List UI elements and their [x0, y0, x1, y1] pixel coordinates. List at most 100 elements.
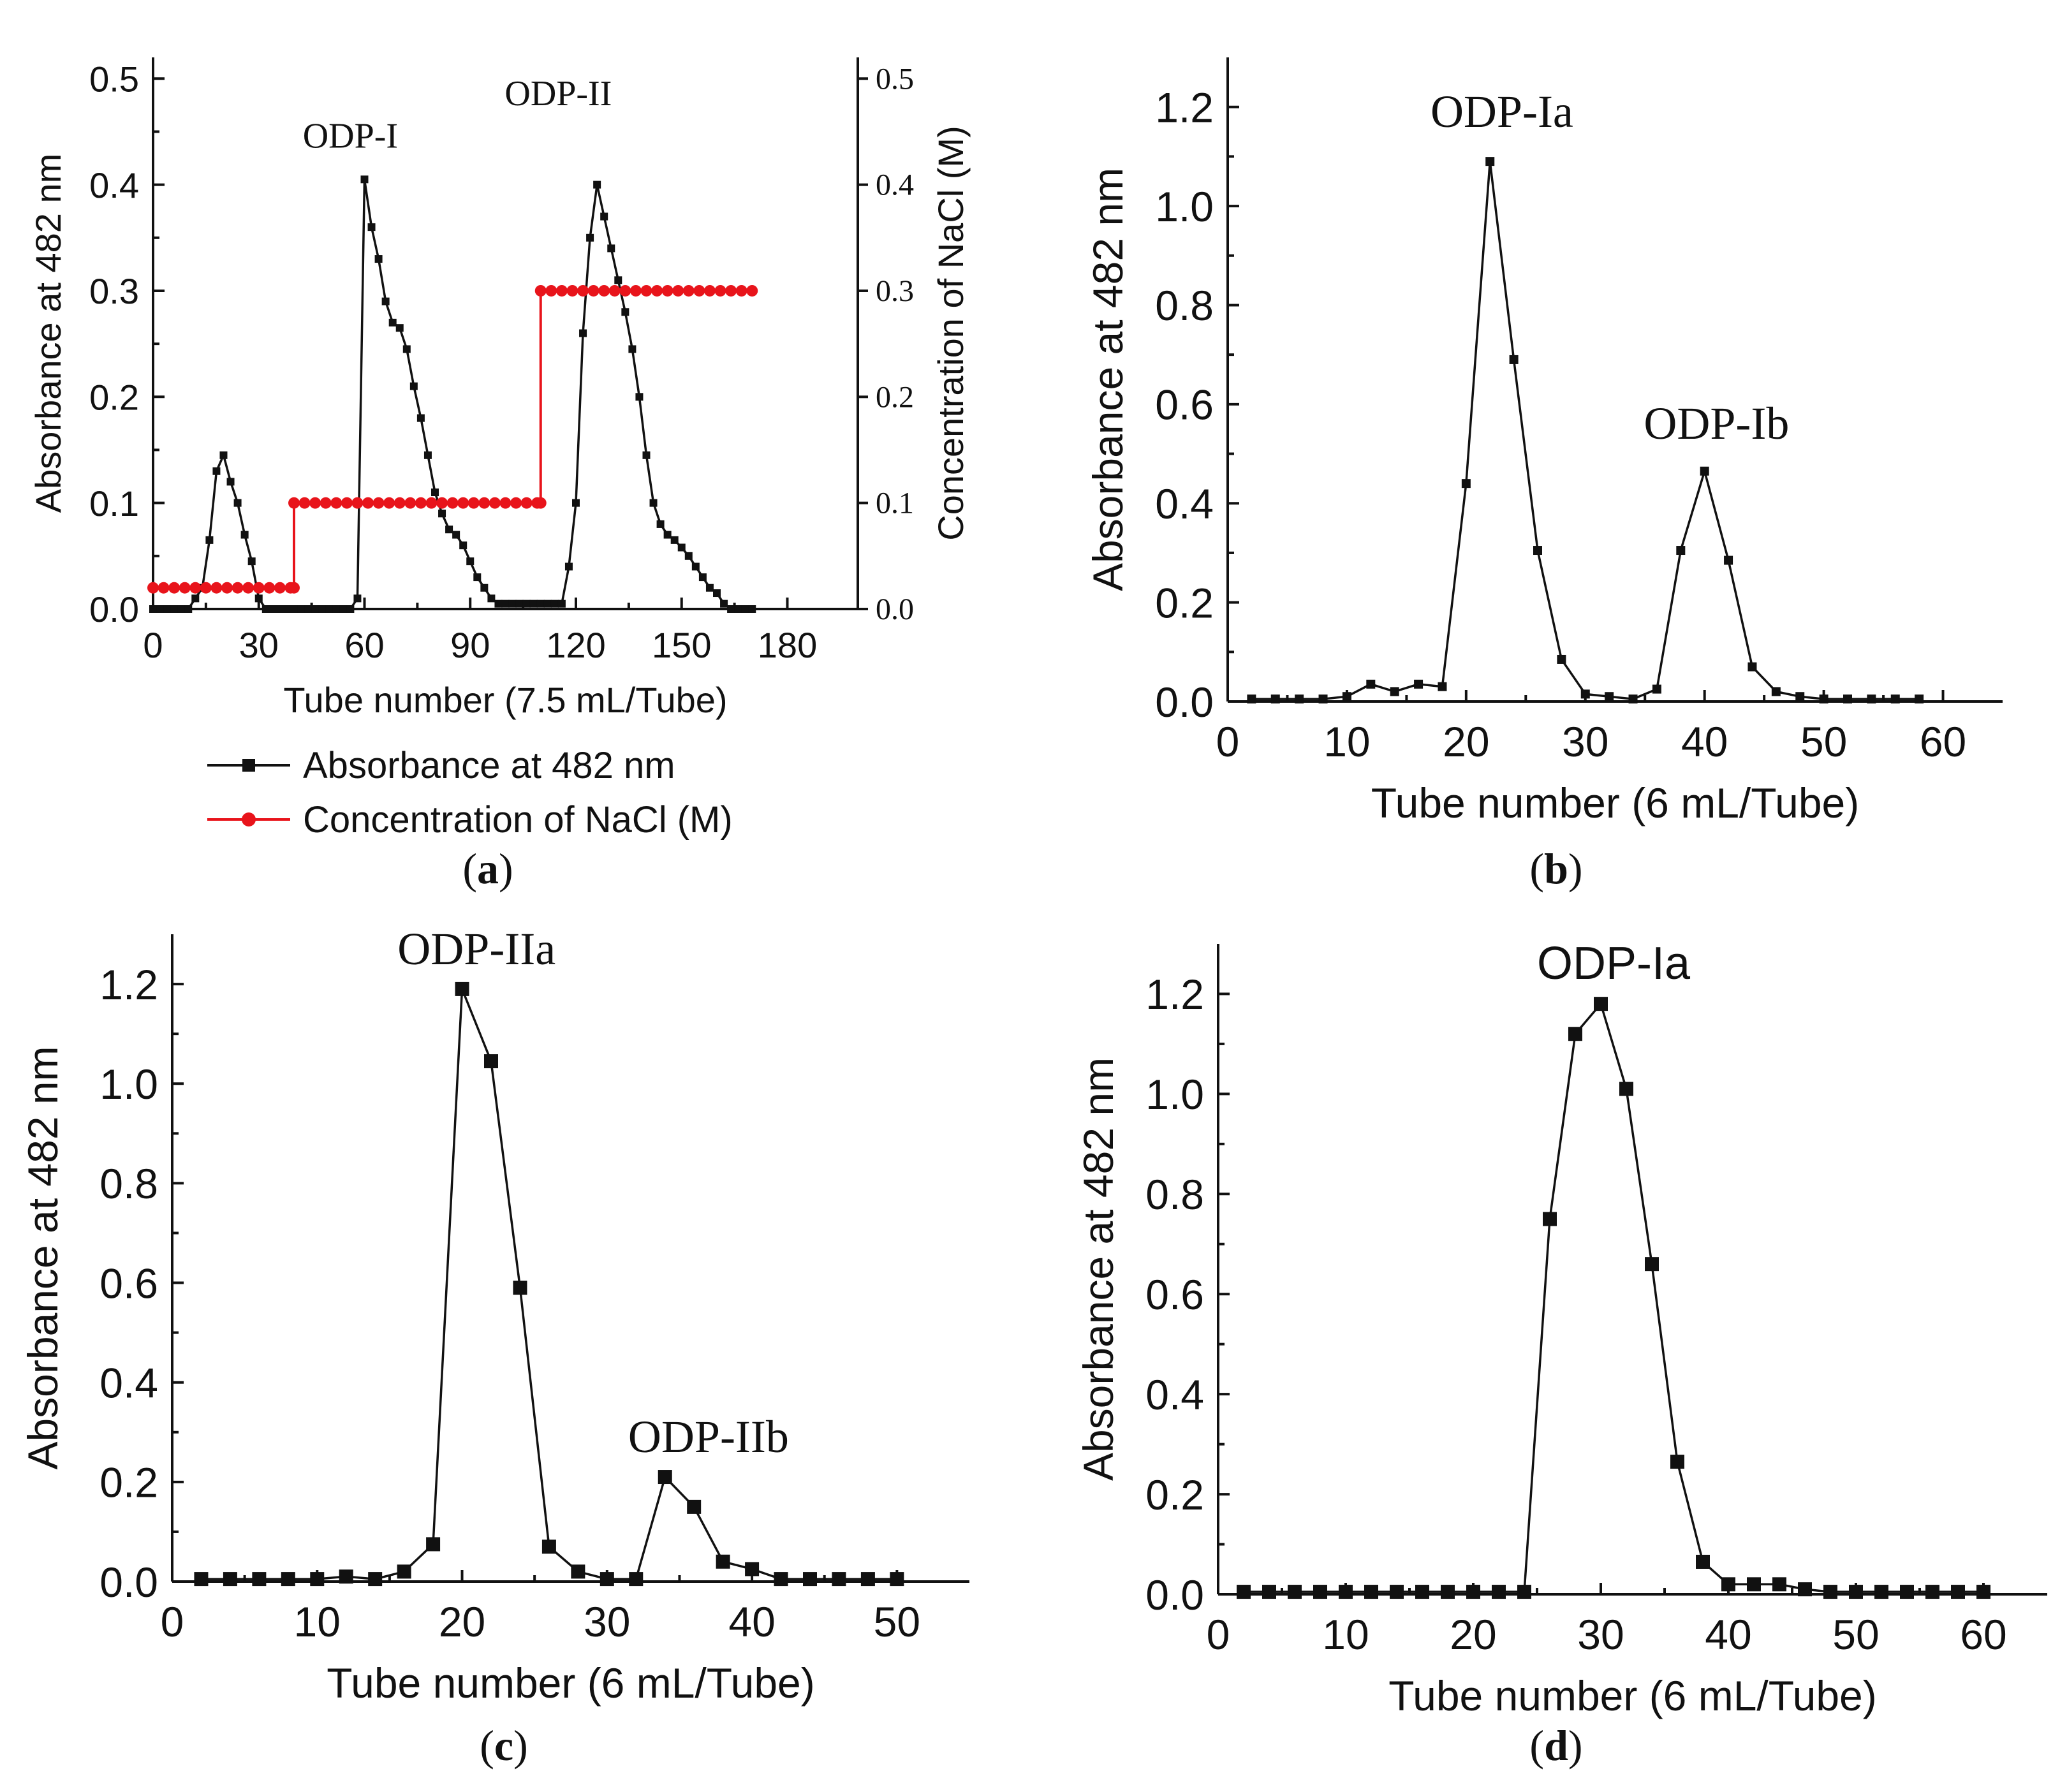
- absorbance-point: [332, 605, 341, 613]
- absorbance-point: [541, 1539, 556, 1554]
- absorbance-point: [1594, 997, 1608, 1011]
- absorbance-point: [1843, 694, 1852, 704]
- absorbance-point: [226, 478, 235, 486]
- absorbance-series-line: [1244, 1001, 1983, 1593]
- absorbance-point: [1492, 1585, 1506, 1599]
- absorbance-point: [557, 599, 566, 608]
- absorbance-point: [431, 488, 439, 497]
- absorbance-point: [803, 1572, 817, 1587]
- x-tick-label: 30: [584, 1598, 630, 1645]
- legend-marker-square: [242, 759, 255, 772]
- absorbance-point: [1628, 694, 1638, 704]
- absorbance-point: [487, 594, 496, 603]
- absorbance-point: [572, 499, 580, 507]
- y-axis-label: Absorbance at 482 nm: [1084, 168, 1131, 591]
- absorbance-point: [1342, 692, 1351, 701]
- absorbance-point: [426, 1537, 441, 1552]
- absorbance-point: [184, 605, 193, 613]
- absorbance-point: [1557, 654, 1566, 664]
- absorbance-point: [513, 1281, 527, 1295]
- absorbance-point: [600, 212, 608, 221]
- absorbance-point: [247, 557, 256, 566]
- peak-label: ODP-Ib: [1644, 398, 1789, 449]
- absorbance-point: [170, 605, 179, 613]
- absorbance-point: [459, 541, 467, 550]
- nacl-point: [253, 582, 265, 594]
- absorbance-point: [1605, 692, 1614, 701]
- y2-axis-label: Concentration of NaCl (M): [931, 126, 971, 540]
- absorbance-point: [1771, 687, 1781, 696]
- absorbance-point: [607, 244, 615, 253]
- nacl-point: [629, 284, 642, 297]
- y-axis-label: Absorbance at 482 nm: [28, 154, 68, 513]
- absorbance-point: [416, 414, 425, 422]
- y-tick-label: 0.4: [99, 1359, 158, 1406]
- nacl-point: [383, 497, 395, 509]
- nacl-point: [341, 497, 353, 509]
- peak-label: ODP-II: [504, 74, 612, 114]
- x-tick-label: 40: [1705, 1611, 1751, 1658]
- nacl-point: [499, 497, 511, 509]
- absorbance-point: [1652, 684, 1661, 694]
- nacl-series-line: [153, 289, 753, 589]
- nacl-point: [274, 582, 286, 594]
- x-tick-label: 20: [1443, 718, 1489, 765]
- absorbance-point: [480, 584, 489, 592]
- absorbance-point: [1237, 1585, 1251, 1599]
- absorbance-point: [455, 981, 469, 996]
- absorbance-point: [1543, 1212, 1557, 1226]
- absorbance-point: [579, 329, 587, 337]
- absorbance-point: [318, 605, 327, 613]
- absorbance-point: [368, 1572, 383, 1587]
- y-tick-label: 0.2: [89, 377, 139, 417]
- y2-tick-label: 0.5: [876, 62, 914, 96]
- absorbance-point: [1438, 682, 1447, 691]
- absorbance-point: [774, 1572, 788, 1587]
- nacl-point: [608, 284, 621, 297]
- absorbance-point: [1318, 694, 1328, 704]
- absorbance-point: [484, 1054, 498, 1069]
- x-tick-label: 120: [546, 625, 605, 665]
- absorbance-series-line: [153, 179, 753, 610]
- absorbance-point: [388, 318, 397, 327]
- nacl-point: [661, 284, 673, 297]
- absorbance-point: [614, 276, 622, 284]
- absorbance-point: [339, 605, 348, 613]
- absorbance-point: [163, 605, 172, 613]
- panel-caption: (a): [462, 844, 513, 893]
- absorbance-point: [1925, 1585, 1939, 1599]
- x-tick-label: 0: [143, 625, 163, 665]
- nacl-point: [467, 497, 480, 509]
- x-tick-label: 50: [1800, 718, 1847, 765]
- x-axis-label: Tube number (6 mL/Tube): [1388, 1672, 1876, 1719]
- nacl-point: [735, 284, 747, 297]
- y-tick-label: 0.1: [89, 483, 139, 524]
- y-tick-label: 0.2: [1155, 579, 1214, 626]
- absorbance-point: [223, 1572, 237, 1587]
- absorbance-point: [1874, 1585, 1888, 1599]
- absorbance-point: [501, 599, 510, 608]
- x-tick-label: 60: [1920, 718, 1966, 765]
- absorbance-point: [233, 499, 242, 507]
- absorbance-point: [713, 589, 721, 598]
- x-axis-label: Tube number (6 mL/Tube): [327, 1659, 814, 1707]
- absorbance-point: [1568, 1027, 1582, 1041]
- absorbance-point: [658, 1470, 672, 1485]
- absorbance-point: [374, 255, 383, 263]
- absorbance-point: [304, 605, 313, 613]
- nacl-point: [598, 284, 610, 297]
- absorbance-point: [381, 297, 390, 305]
- absorbance-point: [649, 499, 658, 507]
- absorbance-point: [191, 594, 200, 603]
- absorbance-point: [177, 605, 186, 613]
- nacl-point: [619, 284, 631, 297]
- absorbance-point: [473, 573, 482, 582]
- nacl-point: [714, 284, 726, 297]
- absorbance-point: [1414, 679, 1424, 689]
- absorbance-point: [423, 451, 432, 459]
- absorbance-point: [1700, 466, 1709, 476]
- nacl-point: [309, 497, 321, 509]
- y-axis-label: Absorbance at 482 nm: [19, 1046, 66, 1469]
- peak-label: ODP-Ia: [1537, 938, 1691, 989]
